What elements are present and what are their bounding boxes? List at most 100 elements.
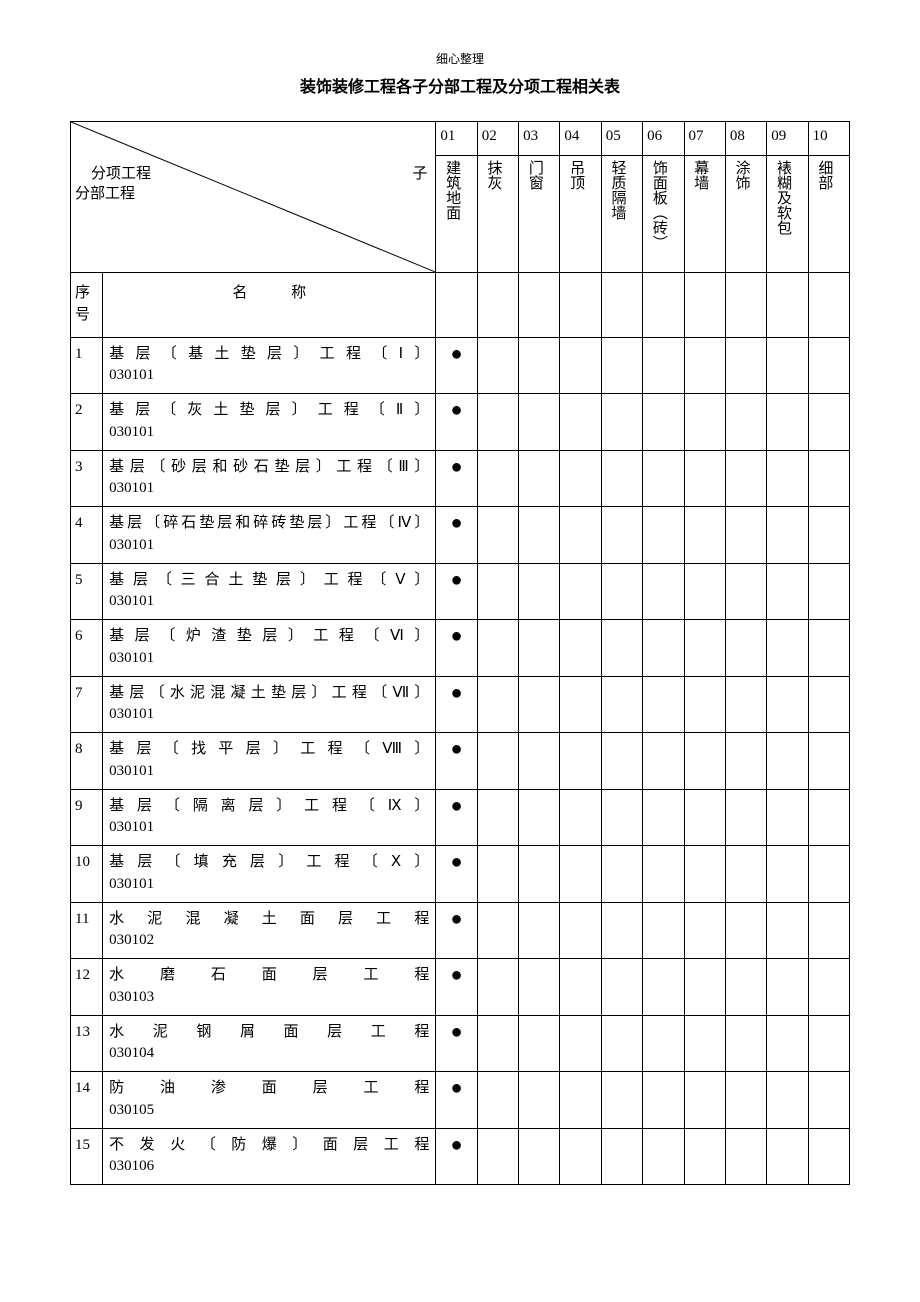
mark-cell (560, 450, 601, 507)
mark-cell (601, 563, 642, 620)
mark-cell (684, 789, 725, 846)
mark-cell (643, 902, 684, 959)
col-num: 10 (808, 122, 849, 156)
empty-cell (601, 273, 642, 338)
mark-cell (808, 846, 849, 903)
diag-lower-label: 分部工程 (75, 184, 135, 206)
empty-cell (767, 273, 808, 338)
page-header-small: 细心整理 (70, 50, 850, 67)
mark-cell (808, 394, 849, 451)
mark-cell (725, 1015, 766, 1072)
mark-cell: ● (436, 563, 477, 620)
mark-cell (808, 450, 849, 507)
mark-cell (560, 846, 601, 903)
name-cell: 不发火〔防爆〕面层工程030106 (103, 1128, 436, 1185)
col-num: 03 (519, 122, 560, 156)
col-num: 08 (725, 122, 766, 156)
mark-cell (767, 1015, 808, 1072)
mark-cell (767, 676, 808, 733)
seq-cell: 6 (71, 620, 103, 677)
mark-cell: ● (436, 620, 477, 677)
seq-cell: 4 (71, 507, 103, 564)
mark-cell (684, 507, 725, 564)
mark-cell (601, 1015, 642, 1072)
mark-cell (519, 394, 560, 451)
seq-cell: 1 (71, 337, 103, 394)
mark-cell (643, 846, 684, 903)
seq-cell: 12 (71, 959, 103, 1016)
mark-cell (519, 1072, 560, 1129)
mark-cell (519, 789, 560, 846)
mark-cell (767, 789, 808, 846)
table-row: 12水磨石面层工程030103● (71, 959, 850, 1016)
mark-cell (725, 394, 766, 451)
mark-cell (643, 959, 684, 1016)
mark-cell (684, 733, 725, 790)
col-label: 建筑地面 (436, 155, 477, 272)
col-label: 细部 (808, 155, 849, 272)
mark-cell (767, 450, 808, 507)
mark-cell (643, 394, 684, 451)
mark-cell (684, 394, 725, 451)
mark-cell (643, 337, 684, 394)
seq-cell: 3 (71, 450, 103, 507)
mark-cell (725, 789, 766, 846)
dot-icon: ● (440, 965, 472, 985)
seq-cell: 14 (71, 1072, 103, 1129)
mark-cell (643, 1128, 684, 1185)
mark-cell (767, 1072, 808, 1129)
seq-cell: 15 (71, 1128, 103, 1185)
name-cell: 基层〔填充层〕工程〔Ⅹ〕030101 (103, 846, 436, 903)
mark-cell (560, 1015, 601, 1072)
mark-cell (560, 1072, 601, 1129)
mark-cell (519, 733, 560, 790)
mark-cell (643, 450, 684, 507)
mark-cell (601, 394, 642, 451)
mark-cell (519, 846, 560, 903)
mark-cell (477, 1128, 518, 1185)
mark-cell (643, 563, 684, 620)
mark-cell (808, 733, 849, 790)
mark-cell (684, 620, 725, 677)
header-row-numbers: 分项工程 子 分部工程 01 02 03 04 05 06 07 08 09 1… (71, 122, 850, 156)
mark-cell (767, 563, 808, 620)
mark-cell (767, 1128, 808, 1185)
dot-icon: ● (440, 683, 472, 703)
mark-cell (684, 902, 725, 959)
mark-cell (767, 620, 808, 677)
mark-cell (477, 450, 518, 507)
empty-cell (684, 273, 725, 338)
mark-cell: ● (436, 846, 477, 903)
mark-cell (808, 563, 849, 620)
name-cell: 防油渗面层工程030105 (103, 1072, 436, 1129)
dot-icon: ● (440, 626, 472, 646)
mark-cell (808, 507, 849, 564)
mark-cell (767, 846, 808, 903)
dot-icon: ● (440, 570, 472, 590)
empty-cell (560, 273, 601, 338)
seq-header: 序号 (71, 273, 103, 338)
mark-cell (684, 1128, 725, 1185)
mark-cell (601, 676, 642, 733)
dot-icon: ● (440, 457, 472, 477)
mark-cell (477, 563, 518, 620)
mark-cell (601, 733, 642, 790)
mark-cell (767, 733, 808, 790)
name-cell: 基层〔炉渣垫层〕工程〔Ⅵ〕030101 (103, 620, 436, 677)
mark-cell (560, 733, 601, 790)
seq-cell: 9 (71, 789, 103, 846)
diag-upper-label: 分项工程 (91, 164, 151, 186)
mark-cell (519, 902, 560, 959)
mark-cell (477, 337, 518, 394)
mark-cell (684, 563, 725, 620)
dot-icon: ● (440, 513, 472, 533)
seq-cell: 13 (71, 1015, 103, 1072)
table-row: 6基层〔炉渣垫层〕工程〔Ⅵ〕030101● (71, 620, 850, 677)
table-row: 9基层〔隔离层〕工程〔Ⅸ〕030101● (71, 789, 850, 846)
mark-cell (477, 733, 518, 790)
empty-cell (519, 273, 560, 338)
mark-cell (601, 507, 642, 564)
mark-cell (560, 789, 601, 846)
col-num: 01 (436, 122, 477, 156)
col-num: 04 (560, 122, 601, 156)
